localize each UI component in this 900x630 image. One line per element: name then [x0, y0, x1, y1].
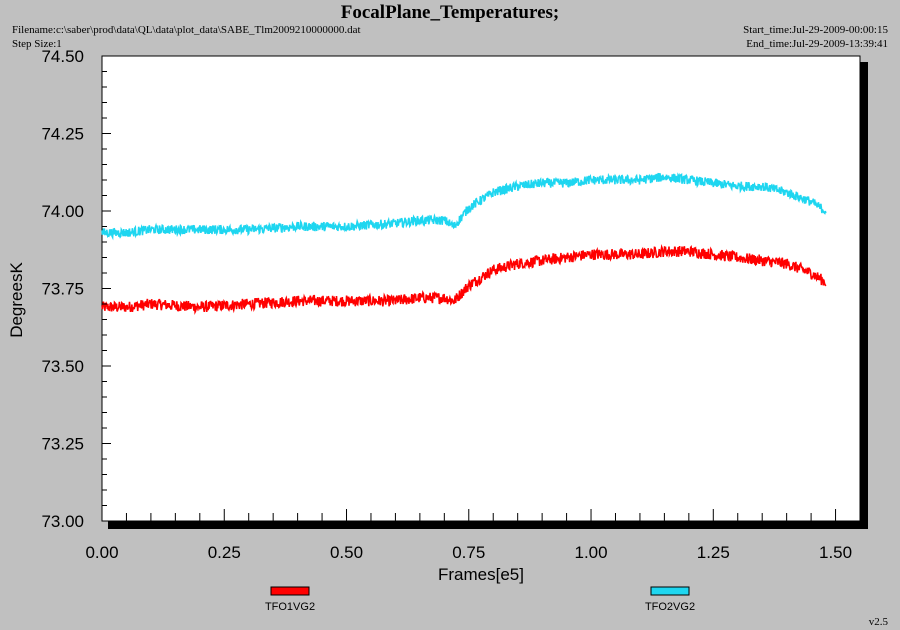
x-axis-label: Frames[e5]: [438, 565, 524, 584]
y-tick-label: 73.75: [41, 280, 84, 299]
x-tick-label: 1.00: [574, 543, 607, 562]
legend-label-TFO1VG2: TFO1VG2: [265, 601, 315, 613]
end-time-label: End_time:Jul-29-2009-13:39:41: [746, 38, 888, 50]
filename-label: Filename:c:\saber\prod\data\QL\data\plot…: [12, 24, 361, 36]
series-line-TFO1VG2: [101, 244, 827, 316]
y-tick-label: 73.25: [41, 435, 84, 454]
step-size-label: Step Size:1: [12, 38, 62, 50]
x-tick-label: 1.50: [819, 543, 852, 562]
x-tick-label: 0.50: [330, 543, 363, 562]
x-tick-label: 0.75: [452, 543, 485, 562]
y-tick-label: 73.00: [41, 512, 84, 531]
y-tick-label: 74.50: [41, 47, 84, 66]
x-tick-label: 0.25: [208, 543, 241, 562]
legend: TFO1VG2 TFO2VG2: [265, 586, 695, 613]
y-axis-label: DegreesK: [7, 262, 26, 338]
start-time-label: Start_time:Jul-29-2009-00:00:15: [743, 24, 888, 36]
legend-label-TFO2VG2: TFO2VG2: [645, 601, 695, 613]
x-tick-label: 1.25: [697, 543, 730, 562]
y-tick-label: 74.25: [41, 125, 84, 144]
chart-title: FocalPlane_Temperatures;: [340, 2, 560, 23]
x-tick-label: 0.00: [85, 543, 118, 562]
legend-swatch-TFO2VG2: [650, 586, 690, 596]
series-line-TFO2VG2: [101, 172, 827, 241]
y-tick-label: 74.00: [41, 202, 84, 221]
version-label: v2.5: [868, 616, 888, 628]
y-tick-label: 73.50: [41, 357, 84, 376]
series-layer: [101, 172, 827, 316]
tick-layer: 73.00 73.25 73.50 73.75 74.00 74.25 74.50 0.00 0…: [41, 47, 861, 562]
legend-swatch-TFO1VG2: [270, 586, 310, 596]
plot-area: [101, 55, 861, 522]
